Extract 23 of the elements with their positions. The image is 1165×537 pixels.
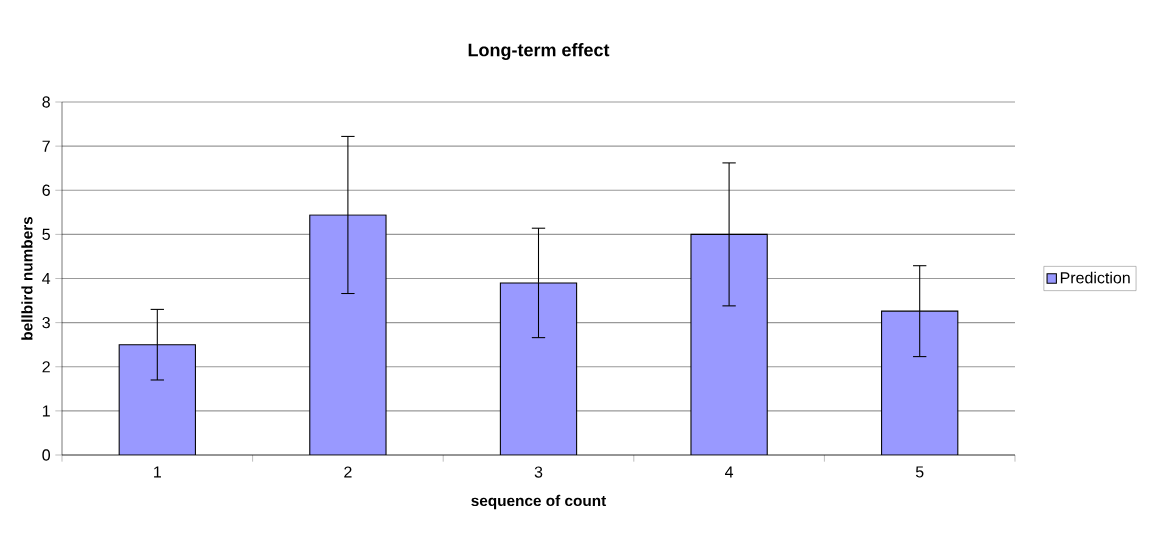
bar: [881, 310, 959, 455]
chart-title: Long-term effect: [468, 43, 610, 60]
y-tick-label: 0: [42, 449, 51, 461]
y-tick-label: 6: [42, 184, 50, 196]
bar: [118, 344, 196, 455]
y-tick-label: 7: [42, 140, 50, 152]
y-axis-title: bellbird numbers: [21, 216, 33, 340]
x-tick-label: 1: [154, 466, 161, 478]
legend-label: Prediction: [1060, 271, 1130, 284]
y-tick-label: 3: [42, 316, 50, 329]
x-tick-label: 4: [725, 466, 734, 478]
x-tick-label: 5: [915, 466, 924, 478]
y-tick-label: 1: [42, 405, 50, 417]
x-axis-title: sequence of count: [471, 494, 607, 510]
x-tick-label: 2: [344, 466, 352, 478]
y-tick-label: 8: [42, 96, 50, 108]
y-tick-label: 4: [42, 273, 51, 285]
bar: [690, 233, 768, 455]
y-tick-label: 2: [42, 361, 50, 373]
bar: [499, 282, 578, 455]
x-tick-label: 3: [534, 466, 543, 478]
bar: [309, 214, 387, 455]
y-tick-label: 5: [42, 228, 50, 240]
